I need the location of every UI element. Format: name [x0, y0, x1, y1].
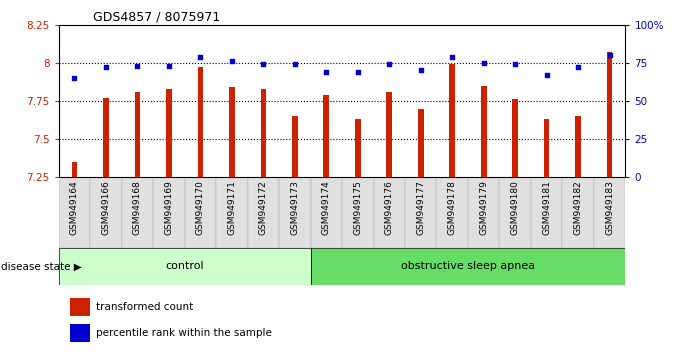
Bar — [449, 64, 455, 177]
Bar — [562, 177, 594, 248]
Point — [541, 72, 552, 78]
Text: GSM949182: GSM949182 — [574, 181, 583, 235]
Bar — [122, 177, 153, 248]
Text: GSM949179: GSM949179 — [479, 181, 489, 235]
Text: GSM949172: GSM949172 — [259, 181, 268, 235]
Text: GSM949183: GSM949183 — [605, 181, 614, 235]
Point — [100, 64, 111, 70]
Bar — [103, 98, 108, 177]
Point — [510, 62, 521, 67]
Bar — [59, 177, 91, 248]
Point — [573, 64, 584, 70]
Point — [227, 58, 238, 64]
Bar — [544, 119, 549, 177]
Text: GSM949176: GSM949176 — [385, 181, 394, 235]
Point — [321, 69, 332, 75]
Bar — [91, 177, 122, 248]
Bar — [153, 177, 184, 248]
Bar — [261, 89, 266, 177]
Bar — [247, 177, 279, 248]
Bar — [229, 87, 235, 177]
Bar — [216, 177, 247, 248]
Bar — [72, 162, 77, 177]
Point — [415, 68, 426, 73]
Point — [384, 62, 395, 67]
Bar — [374, 177, 405, 248]
Text: GSM949180: GSM949180 — [511, 181, 520, 235]
Text: disease state ▶: disease state ▶ — [1, 261, 82, 272]
Bar — [512, 99, 518, 177]
Bar — [500, 177, 531, 248]
Text: control: control — [165, 261, 204, 272]
Bar — [310, 177, 342, 248]
Bar — [418, 108, 424, 177]
Point — [352, 69, 363, 75]
Text: GSM949181: GSM949181 — [542, 181, 551, 235]
Text: GSM949164: GSM949164 — [70, 181, 79, 235]
Point — [132, 63, 143, 69]
Bar — [184, 177, 216, 248]
Text: GSM949166: GSM949166 — [102, 181, 111, 235]
Text: GDS4857 / 8075971: GDS4857 / 8075971 — [93, 11, 220, 24]
Point — [290, 62, 301, 67]
Bar — [531, 177, 562, 248]
Text: obstructive sleep apnea: obstructive sleep apnea — [401, 261, 535, 272]
Text: GSM949169: GSM949169 — [164, 181, 173, 235]
Point — [195, 54, 206, 59]
Bar — [437, 177, 468, 248]
Text: GSM949175: GSM949175 — [353, 181, 362, 235]
Bar — [70, 298, 90, 316]
Bar — [576, 116, 581, 177]
Text: GSM949178: GSM949178 — [448, 181, 457, 235]
Bar — [468, 177, 500, 248]
Bar — [59, 248, 310, 285]
Bar — [607, 52, 612, 177]
Point — [258, 62, 269, 67]
Bar — [355, 119, 361, 177]
Text: GSM949170: GSM949170 — [196, 181, 205, 235]
Point — [478, 60, 489, 66]
Bar — [292, 116, 298, 177]
Bar — [481, 86, 486, 177]
Bar — [310, 248, 625, 285]
Bar — [279, 177, 310, 248]
Point — [69, 75, 80, 81]
Bar — [342, 177, 374, 248]
Bar — [70, 324, 90, 342]
Bar — [166, 89, 172, 177]
Text: GSM949177: GSM949177 — [416, 181, 425, 235]
Text: GSM949173: GSM949173 — [290, 181, 299, 235]
Bar — [405, 177, 437, 248]
Point — [163, 63, 174, 69]
Text: GSM949168: GSM949168 — [133, 181, 142, 235]
Bar — [594, 177, 625, 248]
Bar — [135, 92, 140, 177]
Bar — [323, 95, 329, 177]
Text: transformed count: transformed count — [95, 302, 193, 312]
Text: percentile rank within the sample: percentile rank within the sample — [95, 328, 272, 338]
Bar — [386, 92, 392, 177]
Point — [446, 54, 457, 59]
Point — [604, 52, 615, 58]
Text: GSM949174: GSM949174 — [322, 181, 331, 235]
Bar — [198, 67, 203, 177]
Text: GSM949171: GSM949171 — [227, 181, 236, 235]
